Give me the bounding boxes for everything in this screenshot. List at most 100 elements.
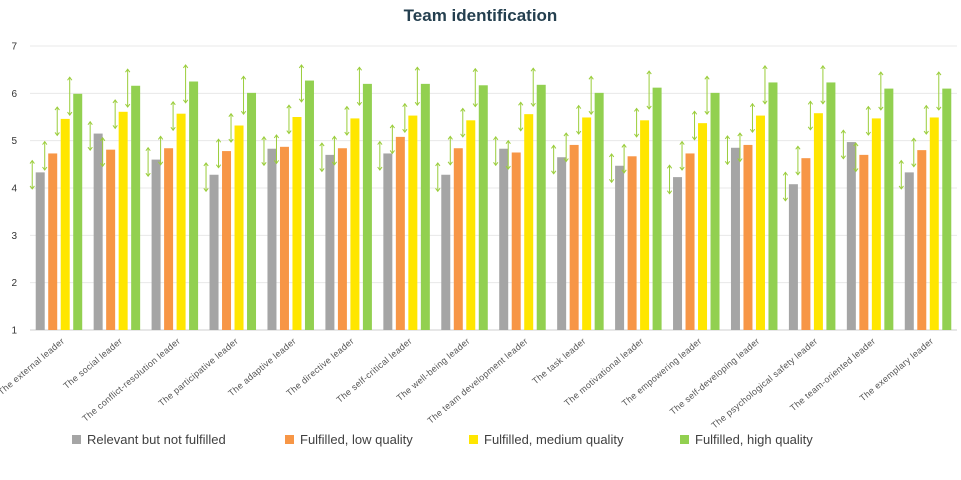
error-arrow-up	[608, 153, 615, 158]
error-arrow-up	[795, 145, 801, 150]
bar	[35, 172, 45, 330]
bar	[408, 115, 418, 330]
error-arrow-down	[319, 168, 325, 173]
error-arrow-up	[576, 104, 582, 109]
error-arrow-up	[563, 132, 569, 137]
bar	[826, 82, 836, 331]
error-arrow-up	[749, 102, 756, 108]
bar	[788, 184, 798, 330]
bar	[209, 174, 219, 330]
error-arrow-up	[530, 67, 536, 72]
error-arrow-down	[286, 130, 292, 135]
legend-label: Fulfilled, low quality	[300, 432, 413, 447]
error-arrow-down	[29, 185, 35, 190]
error-arrow-down	[203, 188, 209, 193]
y-tick-label: 4	[11, 184, 17, 195]
error-arrow-up	[505, 139, 511, 144]
error-arrow-down	[530, 102, 536, 107]
error-arrow-down	[853, 168, 859, 173]
error-arrow-down	[170, 126, 176, 132]
bar	[118, 111, 128, 330]
error-arrow-up	[261, 136, 267, 141]
error-arrow-up	[782, 171, 789, 176]
error-arrow-down	[737, 158, 743, 163]
error-arrow-down	[820, 100, 826, 105]
error-arrow-down	[840, 155, 846, 160]
error-arrow-down	[447, 161, 453, 166]
legend-label: Fulfilled, high quality	[695, 432, 813, 447]
error-arrow-up	[460, 107, 466, 112]
bar	[813, 113, 823, 330]
bar	[917, 150, 927, 330]
bar	[730, 147, 740, 330]
error-arrow-down	[344, 131, 350, 136]
bar	[743, 144, 753, 330]
error-arrow-down	[807, 126, 814, 131]
error-arrow-down	[112, 125, 118, 130]
bar	[164, 148, 174, 330]
error-arrow-down	[704, 110, 710, 116]
legend-swatch	[469, 435, 478, 444]
x-tick-label: The social leader	[61, 336, 124, 391]
error-arrow-down	[724, 161, 731, 166]
bar	[846, 142, 856, 330]
x-tick-label: The psychological safety leader	[709, 336, 819, 431]
error-arrow-up	[182, 64, 189, 69]
error-arrow-up	[319, 142, 325, 147]
bar	[279, 146, 289, 330]
bar	[755, 115, 765, 330]
error-arrow-up	[377, 140, 383, 145]
error-arrow-down	[936, 106, 942, 111]
error-arrow-down	[402, 128, 408, 133]
error-arrow-down	[911, 163, 917, 168]
bar	[93, 133, 103, 330]
bar	[189, 81, 199, 330]
chart-legend: Relevant but not fulfilled Fulfilled, low…	[72, 432, 932, 452]
y-tick-label: 7	[11, 42, 17, 53]
bar	[176, 113, 186, 330]
legend-item: Fulfilled, low quality	[285, 432, 413, 447]
error-arrow-down	[100, 162, 106, 168]
error-arrow-down	[865, 131, 871, 136]
error-arrow-down	[551, 170, 557, 175]
bar	[536, 84, 546, 331]
legend-item: Fulfilled, medium quality	[469, 432, 623, 447]
bar	[698, 123, 708, 330]
bar	[884, 88, 894, 330]
error-arrow-down	[878, 106, 884, 111]
error-arrow-up	[878, 71, 884, 76]
y-tick-label: 6	[11, 89, 17, 100]
error-arrow-up	[402, 102, 408, 108]
error-arrow-up	[807, 100, 814, 105]
legend-label: Relevant but not fulfilled	[87, 432, 226, 447]
bar	[383, 153, 393, 330]
error-arrow-up	[704, 75, 710, 80]
error-arrow-down	[563, 158, 569, 163]
error-arrow-up	[493, 136, 499, 141]
error-arrow-up	[157, 135, 164, 140]
error-arrow-down	[87, 146, 93, 151]
error-arrow-down	[182, 99, 189, 104]
x-tick-label: The external leader	[0, 336, 66, 397]
error-arrow-down	[261, 161, 267, 167]
error-arrow-down	[795, 171, 801, 176]
bar	[362, 83, 372, 330]
error-arrow-up	[286, 104, 292, 109]
error-arrow-up	[331, 135, 338, 140]
bar	[640, 120, 650, 331]
error-arrow-up	[29, 159, 35, 164]
error-arrow-up	[112, 99, 118, 104]
error-arrow-up	[472, 67, 478, 73]
error-arrow-up	[911, 137, 917, 142]
x-tick-label: The conflict-resolution leader	[80, 336, 182, 424]
error-arrow-up	[145, 146, 151, 152]
error-arrow-down	[157, 161, 164, 166]
error-arrow-down	[782, 197, 789, 202]
error-arrow-up	[724, 135, 731, 140]
bar	[395, 136, 405, 330]
error-arrow-down	[298, 98, 305, 103]
error-arrow-up	[170, 101, 176, 106]
error-arrow-up	[125, 68, 131, 73]
error-arrow-down	[215, 164, 222, 169]
bar	[904, 172, 914, 330]
